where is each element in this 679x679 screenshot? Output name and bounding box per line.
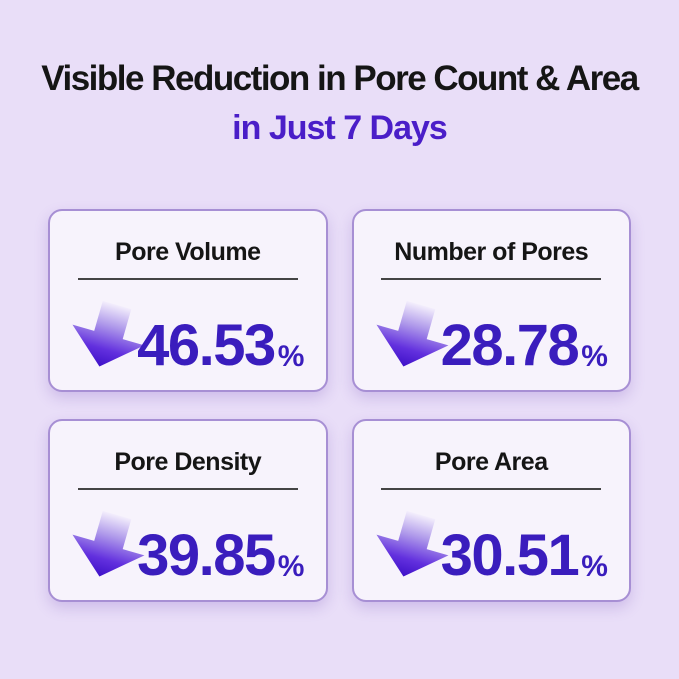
down-arrow-icon: [71, 510, 149, 578]
stat-value: 30.51: [440, 523, 580, 589]
stat-unit: %: [277, 549, 305, 583]
stat-unit: %: [581, 339, 608, 373]
stat-card-pore-density: Pore Density 39.85 %: [48, 418, 328, 602]
page-subtitle: in Just 7 Days: [232, 109, 448, 147]
stat-value: 28.78: [440, 313, 580, 379]
stat-card-pore-area: Pore Area 30.51 %: [351, 418, 631, 602]
card-title: Number of Pores: [394, 237, 589, 266]
stat-card-number-of-pores: Number of Pores 28.78 %: [351, 208, 631, 392]
down-arrow-icon: [375, 510, 453, 578]
divider: [77, 277, 298, 280]
down-arrow-icon: [375, 300, 453, 368]
value-row: 39.85 %: [50, 510, 326, 589]
divider: [381, 487, 602, 490]
card-title: Pore Volume: [115, 237, 261, 266]
card-title: Pore Area: [434, 447, 548, 476]
stat-value: 46.53: [137, 313, 276, 379]
value-row: 28.78 %: [354, 300, 630, 379]
card-title: Pore Density: [114, 447, 262, 476]
divider: [381, 277, 602, 280]
stat-unit: %: [581, 549, 608, 583]
divider: [77, 487, 298, 490]
stat-unit: %: [277, 339, 305, 373]
stat-value: 39.85: [137, 523, 276, 589]
value-row: 46.53 %: [50, 300, 326, 379]
page-title: Visible Reduction in Pore Count & Area: [41, 59, 639, 98]
value-row: 30.51 %: [354, 510, 630, 589]
stat-card-grid: Pore Volume 46.53 % Number of Pores: [48, 208, 631, 602]
stat-card-pore-volume: Pore Volume 46.53 %: [48, 208, 328, 392]
down-arrow-icon: [71, 300, 149, 368]
